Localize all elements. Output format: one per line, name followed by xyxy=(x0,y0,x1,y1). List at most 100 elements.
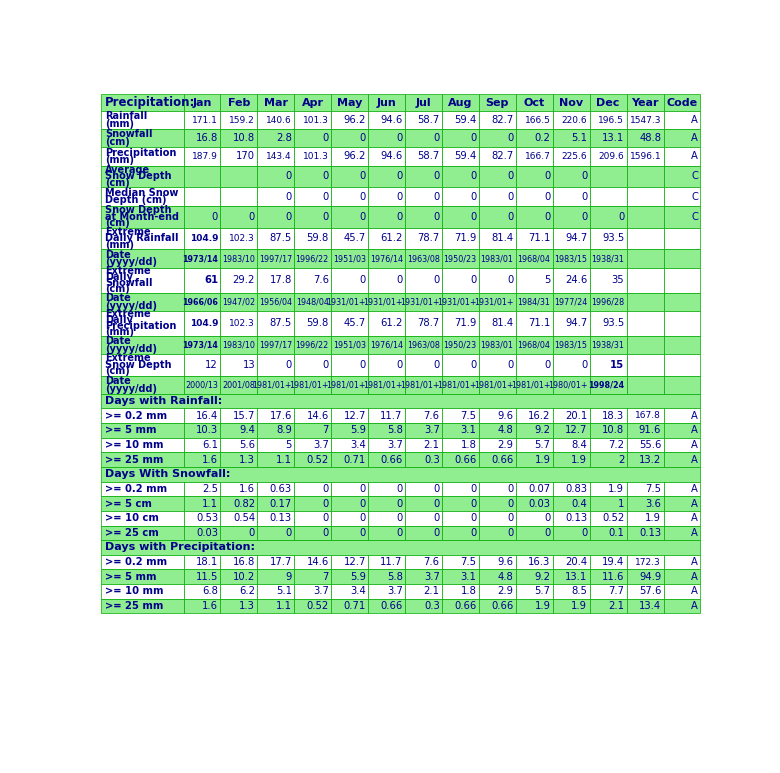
Text: 0: 0 xyxy=(434,192,440,202)
Bar xyxy=(294,584,332,598)
Text: 59.4: 59.4 xyxy=(454,152,477,162)
Text: 166.7: 166.7 xyxy=(525,152,551,161)
Text: 0.52: 0.52 xyxy=(307,455,329,465)
Bar xyxy=(553,598,590,613)
Bar xyxy=(479,206,516,227)
Text: 0: 0 xyxy=(360,275,366,285)
Bar xyxy=(332,555,368,570)
Text: 1951/03: 1951/03 xyxy=(333,340,366,349)
Text: 0.52: 0.52 xyxy=(307,601,329,611)
Bar xyxy=(183,452,221,467)
Bar xyxy=(626,570,664,584)
Text: 0: 0 xyxy=(323,484,329,494)
Bar xyxy=(553,423,590,438)
Bar xyxy=(368,408,405,423)
Bar xyxy=(553,311,590,335)
Bar xyxy=(183,335,221,354)
Text: 1950/23: 1950/23 xyxy=(444,254,477,263)
Text: 9.2: 9.2 xyxy=(534,425,551,435)
Text: Median Snow: Median Snow xyxy=(105,188,179,198)
Bar xyxy=(590,165,626,188)
Bar xyxy=(516,227,553,250)
Text: 57.6: 57.6 xyxy=(639,587,661,596)
Text: 0: 0 xyxy=(507,359,513,369)
Bar xyxy=(183,423,221,438)
Bar xyxy=(257,408,294,423)
Bar xyxy=(183,438,221,452)
Text: 1983/10: 1983/10 xyxy=(222,340,255,349)
Bar xyxy=(626,526,664,540)
Text: 1.3: 1.3 xyxy=(239,455,255,465)
Text: C: C xyxy=(691,212,698,222)
Bar xyxy=(626,129,664,148)
Text: 1968/04: 1968/04 xyxy=(518,254,551,263)
Bar xyxy=(368,188,405,206)
Bar xyxy=(405,511,442,526)
Text: 0.13: 0.13 xyxy=(270,513,292,523)
Bar xyxy=(442,438,479,452)
Text: 4.8: 4.8 xyxy=(498,425,513,435)
Text: 91.6: 91.6 xyxy=(639,425,661,435)
Text: 71.1: 71.1 xyxy=(528,318,551,329)
Bar xyxy=(405,94,442,111)
Text: 0: 0 xyxy=(544,528,551,538)
Bar xyxy=(664,267,700,292)
Text: 220.6: 220.6 xyxy=(562,116,587,124)
Text: 71.9: 71.9 xyxy=(454,233,477,243)
Bar xyxy=(516,188,553,206)
Bar xyxy=(516,598,553,613)
Bar xyxy=(183,511,221,526)
Bar xyxy=(294,94,332,111)
Text: 16.2: 16.2 xyxy=(528,410,551,421)
Bar xyxy=(221,526,257,540)
Bar xyxy=(479,526,516,540)
Text: 12.7: 12.7 xyxy=(343,410,366,421)
Text: 170: 170 xyxy=(236,152,255,162)
Bar xyxy=(516,94,553,111)
Text: 8.4: 8.4 xyxy=(572,440,587,450)
Text: 0: 0 xyxy=(470,192,477,202)
Bar xyxy=(442,165,479,188)
Text: 0: 0 xyxy=(507,484,513,494)
Text: (mm): (mm) xyxy=(105,327,134,337)
Bar xyxy=(626,250,664,267)
Text: 11.7: 11.7 xyxy=(381,410,402,421)
Text: 11.7: 11.7 xyxy=(381,557,402,567)
Text: 172.3: 172.3 xyxy=(636,557,661,567)
Text: 0: 0 xyxy=(396,172,402,182)
Bar xyxy=(479,311,516,335)
Bar xyxy=(101,227,183,250)
Text: 0: 0 xyxy=(581,172,587,182)
Text: Year: Year xyxy=(631,97,659,107)
Text: at Month-end: at Month-end xyxy=(105,212,179,222)
Bar xyxy=(221,129,257,148)
Text: Nov: Nov xyxy=(559,97,583,107)
Bar xyxy=(405,206,442,227)
Text: (cm): (cm) xyxy=(105,366,130,376)
Bar xyxy=(442,94,479,111)
Text: 104.9: 104.9 xyxy=(190,234,218,243)
Text: C: C xyxy=(691,172,698,182)
Bar xyxy=(626,165,664,188)
Bar xyxy=(553,129,590,148)
Bar xyxy=(221,250,257,267)
Bar xyxy=(368,555,405,570)
Bar xyxy=(183,111,221,129)
Bar xyxy=(553,438,590,452)
Bar xyxy=(221,598,257,613)
Bar xyxy=(368,376,405,393)
Bar xyxy=(553,292,590,311)
Text: 94.6: 94.6 xyxy=(381,152,402,162)
Bar xyxy=(257,129,294,148)
Text: 1931/01+: 1931/01+ xyxy=(363,297,402,306)
Text: 0: 0 xyxy=(285,192,292,202)
Text: (cm): (cm) xyxy=(105,218,130,228)
Text: 0: 0 xyxy=(360,513,366,523)
Bar xyxy=(516,482,553,496)
Text: 1981/01+: 1981/01+ xyxy=(253,380,292,390)
Bar xyxy=(553,408,590,423)
Text: A: A xyxy=(691,484,698,494)
Bar xyxy=(553,165,590,188)
Bar xyxy=(442,267,479,292)
Bar xyxy=(294,526,332,540)
